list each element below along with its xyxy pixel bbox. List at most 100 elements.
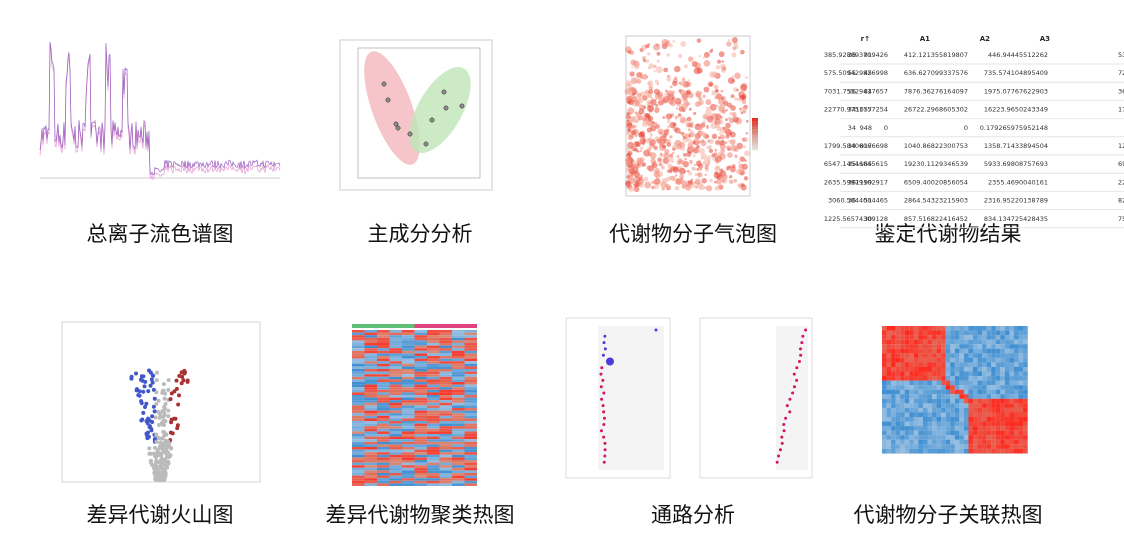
bubble — [626, 185, 630, 189]
heat-cell — [414, 353, 427, 356]
bubble — [631, 116, 639, 124]
heat-cell — [377, 353, 390, 356]
bubble — [638, 108, 645, 115]
heat-cell — [402, 405, 415, 408]
corr-cell — [1023, 417, 1028, 422]
corr-cell — [909, 344, 914, 349]
corr-cell — [909, 371, 914, 377]
corr-cell — [891, 430, 896, 436]
corr-cell — [918, 398, 923, 404]
volcano-point — [163, 402, 168, 407]
heat-cell — [389, 434, 402, 437]
heat-cell — [452, 350, 465, 354]
corr-cell — [1018, 444, 1024, 449]
heat-cell — [464, 335, 477, 338]
corr-cell — [891, 335, 896, 340]
heat-cell — [427, 340, 440, 343]
heat-cell — [464, 387, 477, 390]
corr-cell — [973, 348, 978, 354]
heat-cell — [377, 405, 390, 408]
corr-cell — [1009, 389, 1014, 395]
corr-cell — [932, 417, 937, 422]
corr-cell — [1009, 421, 1014, 427]
bubble — [634, 124, 638, 128]
heat-cell — [377, 335, 390, 338]
corr-cell — [918, 330, 923, 336]
corr-cell — [963, 344, 969, 349]
corr-cell — [886, 380, 892, 386]
corr-cell — [995, 403, 1001, 408]
table-cell: 7031.75529417657 — [824, 87, 888, 95]
heat-cell — [414, 415, 427, 419]
heat-cell — [439, 369, 452, 372]
table-cell: 36 — [848, 197, 856, 205]
heat-cell — [427, 447, 440, 450]
corr-cell — [986, 435, 992, 440]
heat-cell — [439, 473, 452, 476]
corr-cell — [968, 335, 974, 340]
corr-cell — [1009, 444, 1014, 449]
heat-cell — [427, 473, 440, 476]
heat-cell — [452, 478, 465, 481]
heat-cell — [414, 439, 427, 442]
heat-cell — [439, 343, 452, 346]
corr-cell — [982, 326, 987, 331]
heat-cell — [364, 460, 377, 463]
corr-cell — [895, 426, 901, 431]
bubble — [668, 175, 673, 181]
pathway-dot — [602, 410, 606, 414]
corr-cell — [904, 362, 910, 367]
bubble — [669, 135, 673, 139]
corr-cell — [886, 371, 892, 377]
corr-cell — [950, 398, 955, 404]
volcano-point — [150, 414, 155, 419]
corr-cell — [986, 421, 992, 427]
table-cell: 16223.9650243349 — [984, 106, 1048, 114]
heat-cell — [364, 447, 377, 450]
corr-cell — [936, 330, 942, 336]
heat-cell — [452, 382, 465, 385]
corr-cell — [1004, 362, 1010, 367]
pathway-dot — [602, 416, 606, 420]
heat-cell — [464, 415, 477, 419]
heat-cell — [427, 363, 440, 367]
heat-cell — [452, 439, 465, 442]
corr-cell — [950, 326, 955, 331]
heat-cell — [427, 384, 440, 388]
corr-cell — [904, 366, 910, 372]
corr-cell — [968, 435, 974, 440]
heat-cell — [414, 395, 427, 398]
bubble — [714, 148, 718, 152]
volcano-point — [157, 423, 162, 428]
heat-cell — [352, 439, 365, 442]
bubble — [703, 60, 711, 67]
corr-cell — [954, 417, 960, 422]
corr-cell — [1000, 435, 1005, 440]
bubble — [707, 144, 712, 150]
volcano-point — [179, 381, 184, 386]
corr-cell — [918, 385, 923, 390]
bubble — [711, 112, 718, 120]
heat-cell — [414, 356, 427, 359]
heat-cell — [414, 340, 427, 343]
corr-cell — [945, 444, 951, 449]
bubble — [683, 136, 686, 139]
heat-cell — [402, 470, 415, 473]
corr-cell — [941, 353, 946, 358]
corr-cell — [941, 389, 946, 395]
bubble — [697, 99, 705, 106]
heat-cell — [402, 361, 415, 364]
heat-cell — [427, 379, 440, 382]
corr-cell — [1009, 426, 1014, 431]
corr-cell — [968, 417, 974, 422]
table-cell: 22770.9751757254 — [824, 106, 888, 114]
heat-cell — [439, 397, 452, 401]
corr-cell — [986, 326, 992, 331]
pathway-dot — [599, 429, 603, 433]
heat-cell — [464, 410, 477, 414]
corr-cell — [913, 417, 919, 422]
heat-cell — [377, 447, 390, 450]
heat-cell — [414, 405, 427, 408]
heat-cell — [452, 475, 465, 479]
corr-cell — [918, 448, 923, 454]
